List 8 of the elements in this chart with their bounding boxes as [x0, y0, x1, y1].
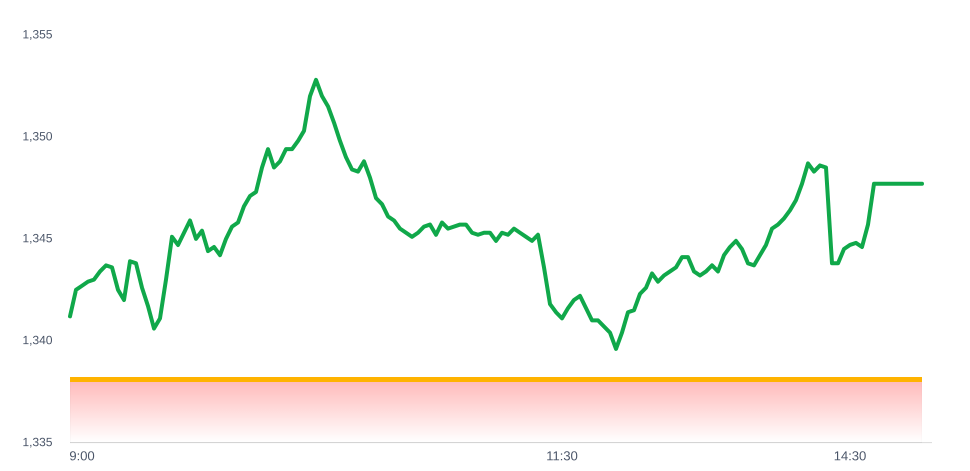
y-tick-label: 1,350	[23, 132, 52, 142]
x-tick-label: 9:00	[70, 451, 94, 460]
x-tick-label: 11:30	[547, 451, 578, 460]
y-tick-label: 1,345	[23, 234, 52, 244]
y-tick-label: 1,340	[23, 336, 52, 346]
y-tick-label: 1,355	[23, 30, 52, 40]
y-tick-label: 1,335	[23, 438, 52, 448]
x-tick-label: 14:30	[834, 451, 866, 460]
